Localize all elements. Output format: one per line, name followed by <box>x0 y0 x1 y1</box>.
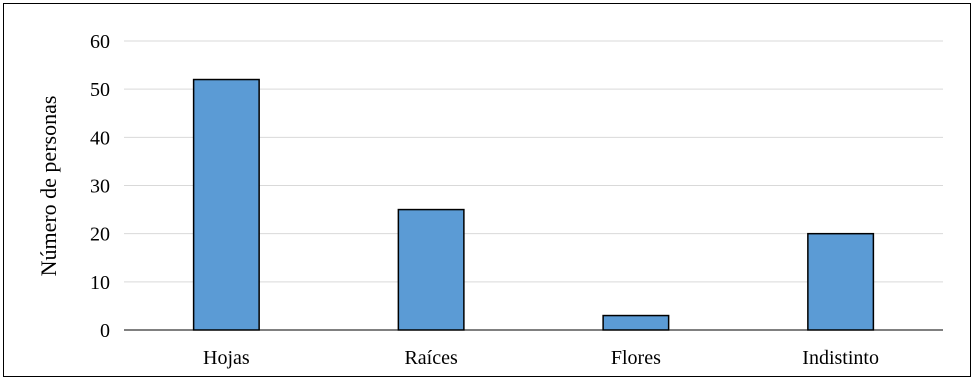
x-tick-label: Hojas <box>203 347 250 369</box>
bar-flores <box>602 314 670 331</box>
x-tick-label: Flores <box>611 347 661 369</box>
y-tick-label: 50 <box>90 79 110 101</box>
y-tick-label: 20 <box>90 224 110 246</box>
gridlines <box>124 40 943 283</box>
y-tick-label: 0 <box>100 320 110 342</box>
bar-hojas <box>192 78 260 331</box>
bar-raíces <box>397 208 465 331</box>
y-tick-labels: 0 10 20 30 40 50 60 <box>90 31 110 342</box>
x-tick-label: Raíces <box>404 347 458 369</box>
bar-indistinto <box>807 232 875 331</box>
y-tick-label: 40 <box>90 127 110 149</box>
x-tick-label: Indistinto <box>802 347 879 369</box>
y-tick-label: 30 <box>90 176 110 198</box>
y-axis-title: Número de personas <box>36 96 61 277</box>
y-tick-label: 10 <box>90 272 110 294</box>
x-tick-labels: Hojas Raíces Flores Indistinto <box>203 347 879 369</box>
bars <box>192 78 875 331</box>
y-tick-label: 60 <box>90 31 110 53</box>
